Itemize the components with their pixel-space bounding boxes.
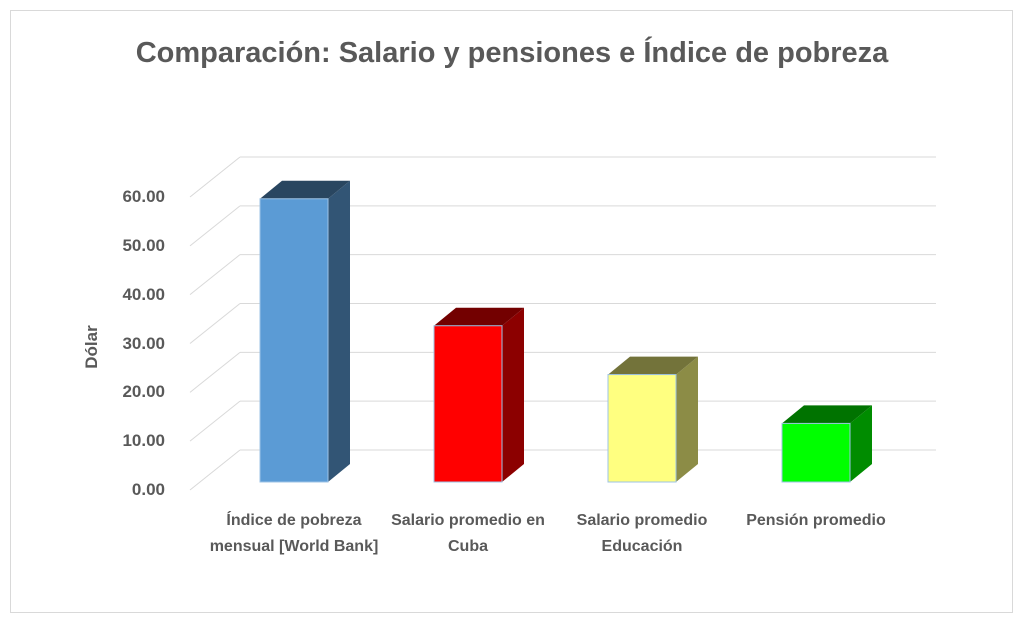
y-tick-label: 10.00 (122, 431, 165, 451)
bar-top (260, 180, 350, 199)
grid-line-side (189, 303, 241, 344)
grid-line-side (189, 205, 241, 247)
chart-title: Comparación: Salario y pensiones e Índic… (135, 37, 889, 69)
grid-line-side (189, 449, 241, 491)
grid-line-side (189, 351, 241, 393)
bar-top (782, 405, 872, 424)
y-tick-label: 50.00 (122, 235, 165, 255)
grid-line-side (189, 400, 241, 442)
y-tick-label: 40.00 (122, 284, 165, 304)
x-tick-label: Salario promedio en Cuba (391, 512, 545, 555)
bar-side (850, 405, 872, 482)
bar-side (328, 180, 350, 482)
x-tick-label: Pensión promedio (746, 512, 886, 529)
y-tick-label: 30.00 (122, 333, 165, 353)
bar (433, 325, 503, 483)
bar (259, 198, 329, 483)
x-tick-label: Salario promedio Educación (576, 512, 708, 555)
grid-line-side (189, 156, 241, 198)
y-tick-label: 60.00 (122, 187, 165, 206)
bar (781, 422, 851, 483)
bar (607, 374, 677, 483)
y-tick-label: 0.00 (131, 480, 165, 499)
bar-top (434, 307, 524, 326)
x-tick-label: Índice de pobreza mensual [World Bank] (209, 512, 379, 555)
grid-line-side (189, 254, 241, 296)
bar-top (608, 356, 698, 375)
y-tick-label: 20.00 (122, 382, 165, 402)
bar-side (502, 307, 524, 482)
bar-side (676, 356, 698, 482)
